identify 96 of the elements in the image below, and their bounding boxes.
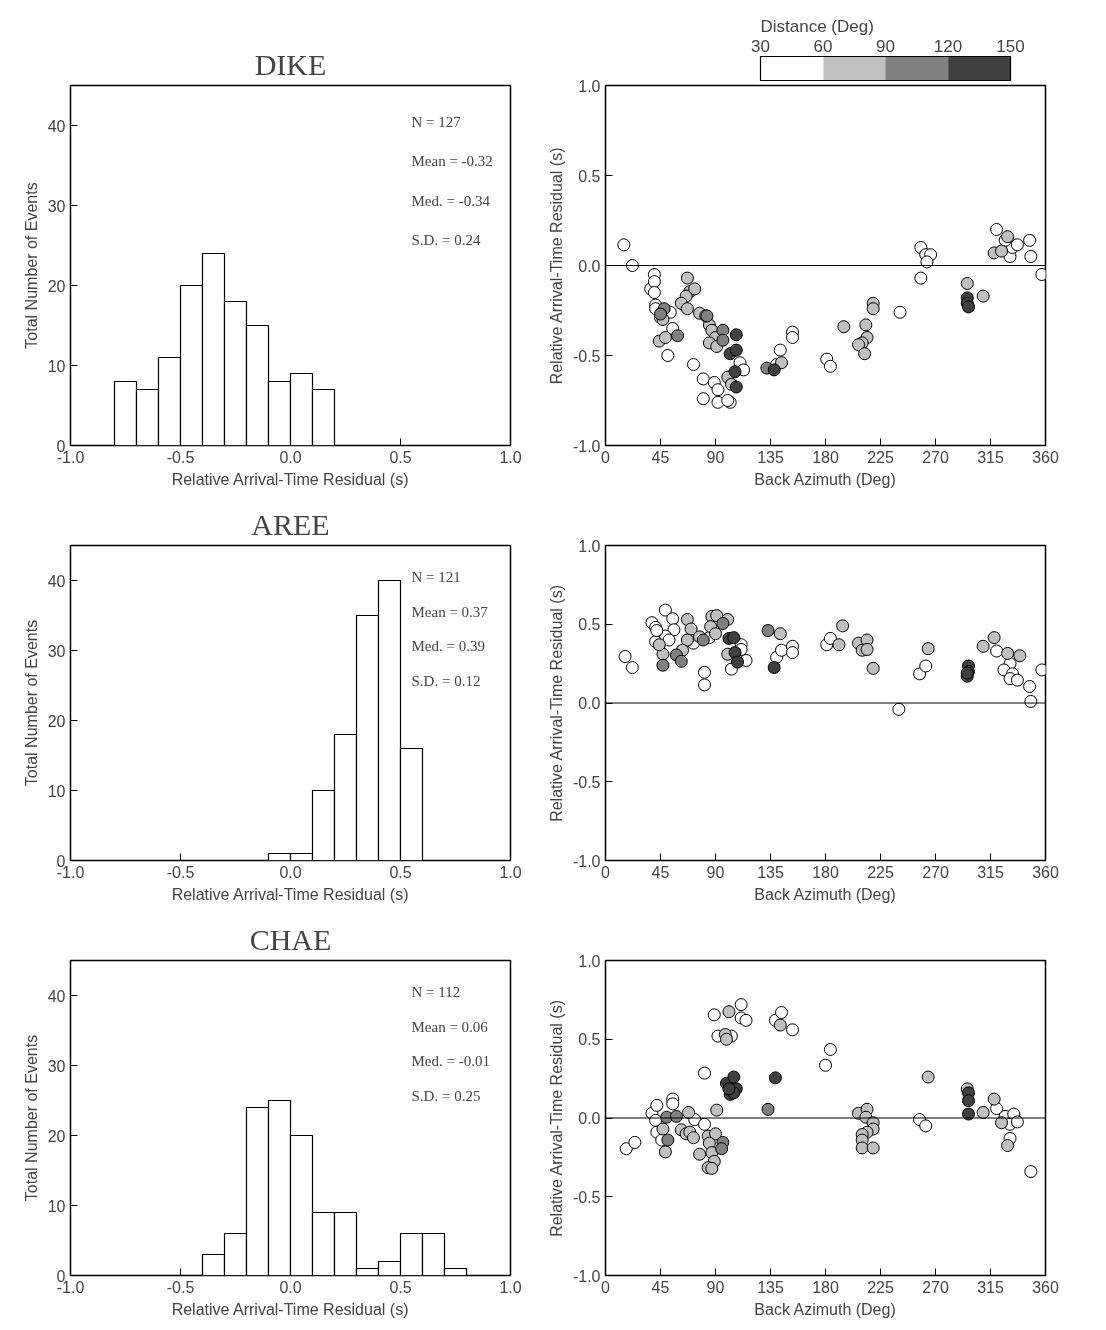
- y-tick-label: -0.5: [572, 347, 601, 365]
- y-axis-title: Total Number of Events: [22, 182, 40, 349]
- color-bar-label: 90: [876, 36, 895, 56]
- x-tick-label: 225: [867, 448, 894, 466]
- y-tick-label: 20: [47, 277, 66, 295]
- x-tick-label: 135: [757, 448, 784, 466]
- y-tick-label: 30: [47, 642, 66, 660]
- x-tick-label: 45: [651, 863, 670, 881]
- x-tick-label: 90: [706, 863, 725, 881]
- y-axis-title: Relative Arrival-Time Residual (s): [547, 1000, 565, 1237]
- x-tick-label: 0.5: [389, 1278, 412, 1296]
- color-bar-label: 120: [933, 36, 963, 56]
- y-tick-label: 40: [47, 117, 66, 135]
- x-tick-label: 315: [977, 448, 1004, 466]
- x-tick-label: 180: [812, 448, 839, 466]
- x-tick-label: 315: [977, 863, 1004, 881]
- x-tick-label: 90: [706, 448, 725, 466]
- x-tick-label: 270: [922, 863, 949, 881]
- y-tick-label: 20: [47, 1127, 66, 1145]
- y-tick-label: 0.5: [578, 616, 601, 634]
- y-tick-label: 0.0: [578, 257, 601, 275]
- y-tick-label: 40: [47, 572, 66, 590]
- x-tick-label: 360: [1032, 1278, 1059, 1296]
- y-tick-label: -1.0: [572, 852, 601, 870]
- x-tick-label: 225: [867, 863, 894, 881]
- annotation: Mean = 0.06: [411, 1018, 489, 1035]
- annotation: Med. = -0.34: [411, 192, 491, 209]
- x-tick-label: 270: [922, 448, 949, 466]
- x-tick-label: 1.0: [499, 448, 522, 466]
- y-tick-label: 0.5: [578, 167, 601, 185]
- x-tick-label: 360: [1032, 448, 1059, 466]
- color-bar-label: 150: [996, 36, 1025, 56]
- x-tick-label: -0.5: [166, 863, 195, 881]
- color-bar-title: Distance (Deg): [760, 16, 874, 36]
- color-bar-label: 30: [751, 36, 770, 56]
- x-tick-label: 0.5: [389, 448, 412, 466]
- x-tick-label: 135: [757, 1278, 784, 1296]
- x-tick-label: -0.5: [166, 1278, 195, 1296]
- x-tick-label: 0.0: [279, 448, 302, 466]
- annotation: Med. = -0.01: [411, 1053, 490, 1070]
- x-axis-title: Back Azimuth (Deg): [754, 470, 896, 488]
- x-axis-title: Back Azimuth (Deg): [754, 885, 896, 903]
- x-tick-label: 45: [651, 1278, 670, 1296]
- x-tick-label: 1.0: [499, 863, 522, 881]
- y-axis-title: Total Number of Events: [22, 619, 40, 787]
- x-axis-title: Relative Arrival-Time Residual (s): [171, 1300, 409, 1318]
- x-tick-label: 45: [651, 448, 670, 466]
- x-axis-title: Back Azimuth (Deg): [754, 1300, 896, 1318]
- y-tick-label: 0.5: [578, 1031, 601, 1049]
- x-tick-label: 0.5: [389, 863, 412, 881]
- color-bar-label: 60: [813, 36, 833, 56]
- y-tick-label: 0.0: [578, 695, 601, 712]
- y-tick-label: 1.0: [578, 537, 601, 555]
- x-tick-label: 315: [977, 1278, 1004, 1296]
- y-tick-label: 20: [47, 712, 66, 730]
- y-tick-label: 30: [47, 197, 66, 215]
- x-tick-label: 180: [812, 1278, 839, 1296]
- x-axis-title: Relative Arrival-Time Residual (s): [171, 470, 409, 488]
- x-axis-title: Relative Arrival-Time Residual (s): [171, 885, 409, 903]
- annotation: Med. = 0.39: [411, 638, 485, 655]
- x-tick-label: 0.0: [279, 863, 302, 881]
- x-tick-label: 0.0: [279, 1278, 302, 1296]
- y-tick-label: -0.5: [572, 1188, 601, 1206]
- x-tick-label: 225: [867, 1278, 894, 1296]
- annotation: S.D. = 0.25: [411, 1087, 481, 1104]
- chart-title: DIKE: [254, 47, 327, 81]
- annotation: N = 121: [411, 569, 461, 585]
- x-tick-label: 180: [812, 863, 839, 881]
- annotation: N = 127: [411, 113, 462, 130]
- x-tick-label: -0.5: [166, 448, 195, 466]
- x-tick-label: 360: [1032, 863, 1059, 881]
- y-tick-label: -0.5: [572, 773, 601, 791]
- y-tick-label: 10: [47, 782, 66, 800]
- x-tick-label: 90: [706, 1278, 725, 1296]
- y-tick-label: -1.0: [572, 1267, 601, 1285]
- y-tick-label: 1.0: [578, 77, 601, 95]
- y-tick-label: 0.0: [578, 1110, 601, 1127]
- chart-title: CHAE: [249, 922, 332, 956]
- y-tick-label: 10: [47, 1197, 66, 1215]
- y-axis-title: Relative Arrival-Time Residual (s): [547, 147, 565, 385]
- y-tick-label: -1.0: [572, 437, 601, 455]
- x-tick-label: 270: [922, 1278, 949, 1296]
- x-tick-label: 1.0: [499, 1278, 522, 1296]
- annotation: Mean = 0.37: [411, 603, 489, 620]
- annotation: S.D. = 0.12: [411, 672, 481, 689]
- y-tick-label: 1.0: [578, 952, 601, 970]
- y-axis-title: Total Number of Events: [22, 1034, 40, 1202]
- x-tick-label: 135: [757, 863, 784, 881]
- chart-title: AREE: [251, 507, 330, 541]
- y-tick-label: 40: [47, 987, 66, 1005]
- y-tick-label: 10: [47, 357, 66, 375]
- annotation: N = 112: [411, 984, 461, 1000]
- y-tick-label: 30: [47, 1057, 66, 1075]
- annotation: S.D. = 0.24: [411, 232, 481, 249]
- y-axis-title: Relative Arrival-Time Residual (s): [547, 585, 565, 822]
- annotation: Mean = -0.32: [411, 153, 493, 170]
